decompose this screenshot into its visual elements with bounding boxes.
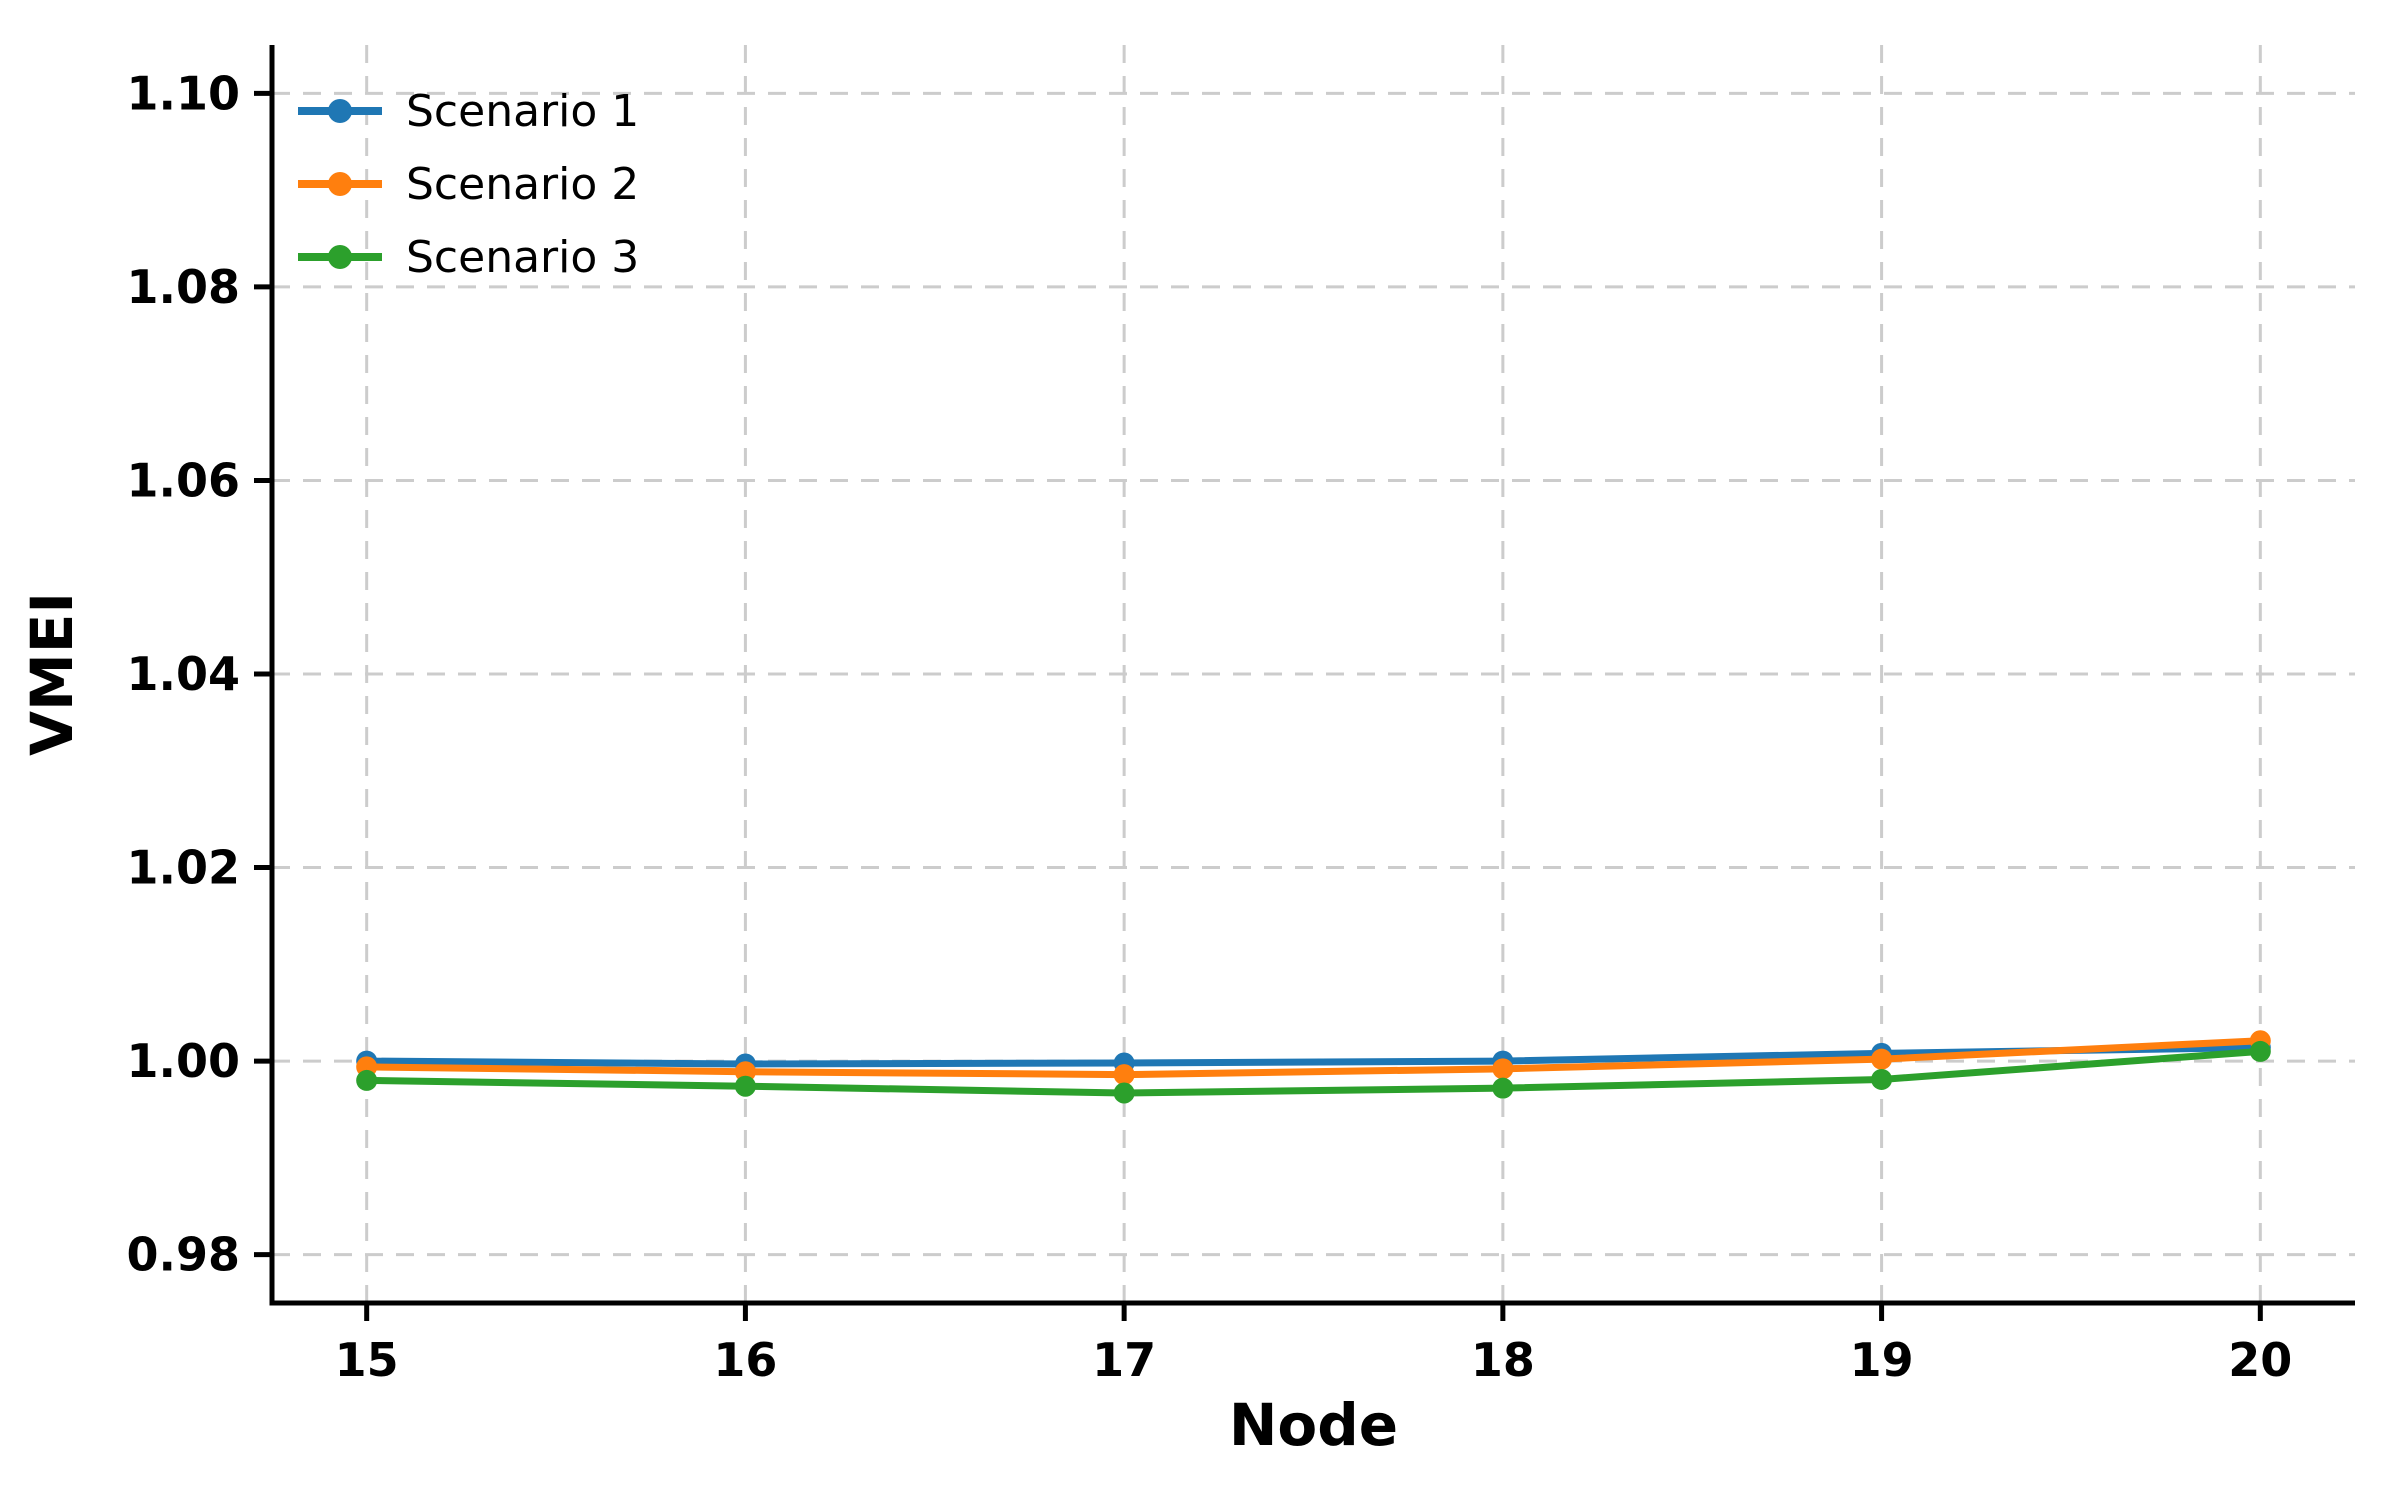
data-point-scenario-2-node-17	[1113, 1064, 1135, 1086]
legend: Scenario 1 Scenario 2 Scenario 3	[298, 86, 639, 283]
axis-ticks: 0.98 1.00 1.02 1.04 1.06 1.08 1.10 15 16 17 18 19 20	[127, 66, 2293, 1387]
data-point-scenario-2-node-19	[1871, 1048, 1893, 1070]
legend-label-scenario-1: Scenario 1	[406, 86, 639, 137]
series-line-scenario-2	[363, 1037, 2264, 1079]
legend-item-scenario-1: Scenario 1	[298, 86, 639, 137]
data-point-scenario-3-node-19	[1871, 1068, 1893, 1090]
y-tick-label: 1.04	[127, 647, 241, 701]
legend-item-scenario-2: Scenario 2	[298, 159, 639, 210]
y-tick-label: 1.00	[127, 1034, 241, 1088]
x-tick-label: 19	[1850, 1333, 1914, 1387]
y-tick-label: 1.08	[127, 260, 241, 314]
legend-label-scenario-2: Scenario 2	[406, 159, 639, 210]
data-point-scenario-2-node-16	[734, 1061, 756, 1083]
x-tick-label: 20	[2228, 1333, 2292, 1387]
series-scenario-3	[356, 1040, 2271, 1104]
x-tick-label: 18	[1471, 1333, 1535, 1387]
legend-marker-scenario-2	[328, 172, 352, 196]
y-axis-label: VMEI	[18, 592, 86, 756]
x-tick-label: 16	[713, 1333, 777, 1387]
series-line-scenario-1	[363, 1044, 2264, 1068]
data-point-scenario-3-node-15	[356, 1069, 378, 1091]
x-tick-label: 17	[1092, 1333, 1156, 1387]
data-point-scenario-3-node-17	[1113, 1082, 1135, 1104]
legend-label-scenario-3: Scenario 3	[406, 232, 639, 283]
y-tick-label: 1.10	[127, 66, 241, 120]
y-tick-label: 1.02	[127, 841, 241, 895]
x-axis-label: Node	[1229, 1391, 1398, 1459]
series-line-scenario-3	[363, 1047, 2264, 1097]
legend-marker-scenario-3	[328, 245, 352, 269]
data-point-scenario-3-node-20	[2249, 1040, 2271, 1062]
data-point-scenario-3-node-18	[1492, 1077, 1514, 1099]
data-point-scenario-3-node-16	[734, 1075, 756, 1097]
y-tick-label: 0.98	[127, 1228, 241, 1282]
data-point-scenario-2-node-18	[1492, 1058, 1514, 1080]
x-tick-label: 15	[335, 1333, 399, 1387]
legend-item-scenario-3: Scenario 3	[298, 232, 639, 283]
legend-marker-scenario-1	[328, 99, 352, 123]
y-tick-label: 1.06	[127, 453, 241, 507]
series-scenario-2	[356, 1030, 2271, 1086]
